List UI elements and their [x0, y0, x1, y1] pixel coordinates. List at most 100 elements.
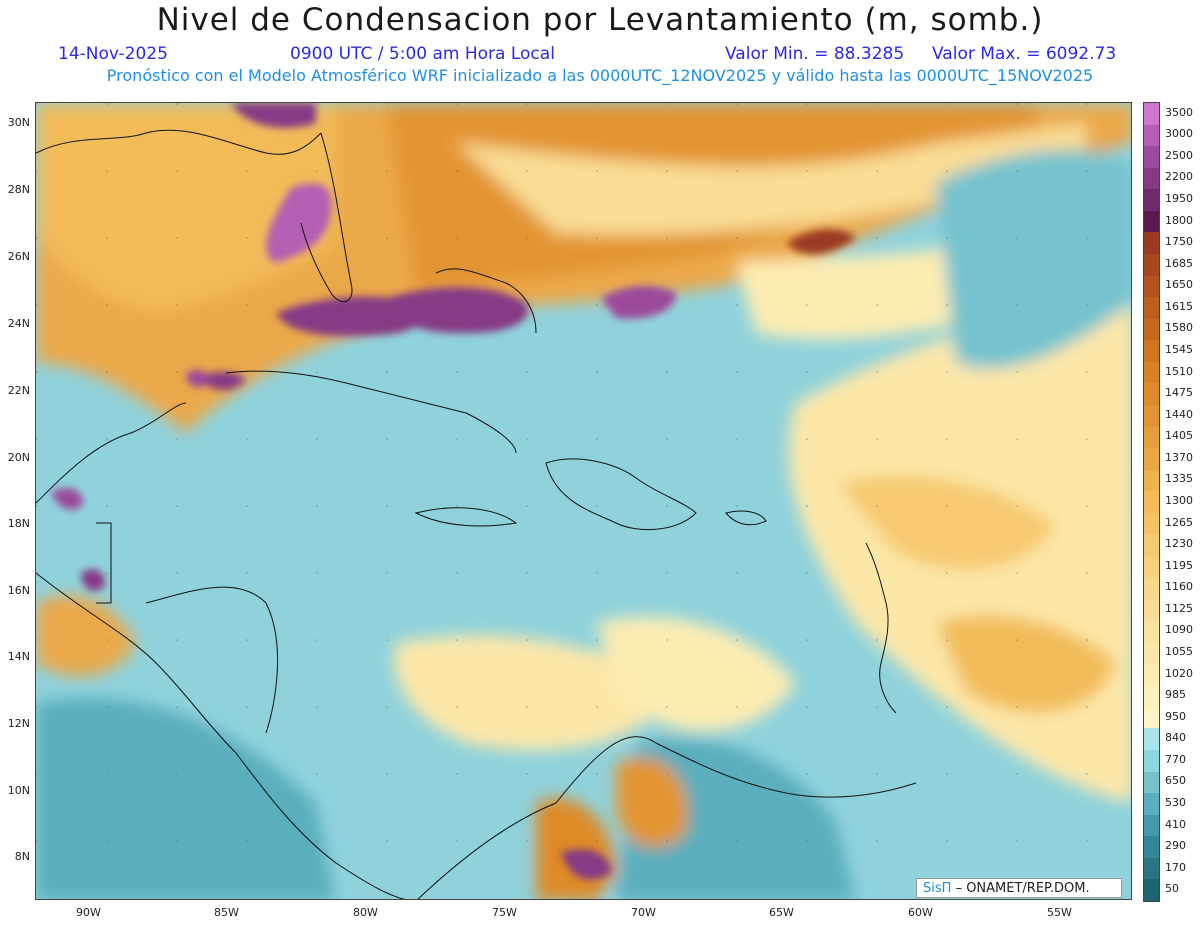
lat-label-8n: 8N	[14, 850, 30, 863]
colorbar-label: 2500	[1165, 148, 1193, 162]
colorbar-segment	[1144, 491, 1159, 514]
lon-label-70w: 70W	[631, 906, 656, 919]
colorbar-segment	[1144, 599, 1159, 622]
colorbar-label: 1685	[1165, 256, 1193, 270]
colorbar-segment	[1144, 253, 1159, 277]
colorbar-label: 410	[1165, 817, 1186, 831]
lon-label-55w: 55W	[1047, 906, 1072, 919]
credit-box: SisΠ – ONAMET/REP.DOM.	[916, 878, 1122, 898]
lat-label-28n: 28N	[7, 183, 30, 196]
colorbar-segment	[1144, 555, 1159, 578]
colorbar-segment	[1144, 836, 1159, 859]
value-max: Valor Max. = 6092.73	[932, 44, 1117, 64]
colorbar-label: 770	[1165, 752, 1186, 766]
colorbar-segment	[1144, 750, 1159, 773]
map-title: Nivel de Condensacion por Levantamiento …	[156, 2, 1044, 38]
colorbar-label: 1195	[1165, 558, 1193, 572]
colorbar-label: 1090	[1165, 623, 1193, 637]
colorbar-label: 1020	[1165, 666, 1193, 680]
colorbar-segment	[1144, 146, 1159, 169]
colorbar-label: 1160	[1165, 580, 1193, 594]
colorbar-segment	[1144, 620, 1159, 643]
colorbar-label: 1615	[1165, 299, 1193, 313]
colorbar-segment	[1144, 814, 1159, 837]
colorbar-label: 170	[1165, 860, 1186, 874]
lat-label-22n: 22N	[7, 384, 30, 397]
colorbar-segment	[1144, 426, 1159, 449]
colorbar-label: 1545	[1165, 343, 1193, 357]
colorbar-segment	[1144, 448, 1159, 471]
colorbar-segment	[1144, 879, 1159, 902]
colorbar-segment	[1144, 534, 1159, 557]
lon-label-60w: 60W	[908, 906, 933, 919]
colorbar-label: 985	[1165, 688, 1186, 702]
lat-label-30n: 30N	[7, 116, 30, 129]
colorbar-label: 1125	[1165, 601, 1193, 615]
colorbar-segment	[1144, 577, 1159, 600]
colorbar-segment	[1144, 663, 1159, 686]
lon-label-90w: 90W	[76, 906, 101, 919]
colorbar-segment	[1144, 469, 1159, 492]
lat-label-20n: 20N	[7, 451, 30, 464]
colorbar-segment	[1144, 318, 1159, 341]
colorbar-segment	[1144, 383, 1159, 406]
colorbar-segment	[1144, 404, 1159, 427]
colorbar-label: 1405	[1165, 429, 1193, 443]
colorbar-label: 1800	[1165, 213, 1193, 227]
lcl-field	[36, 103, 1131, 899]
colorbar-label: 650	[1165, 774, 1186, 788]
credit-text: – ONAMET/REP.DOM.	[955, 881, 1090, 896]
model-info: Pronóstico con el Modelo Atmosférico WRF…	[106, 66, 1094, 85]
value-min: Valor Min. = 88.3285	[725, 44, 905, 64]
colorbar-segment	[1144, 232, 1159, 255]
colorbar-label: 1440	[1165, 407, 1193, 421]
lat-label-16n: 16N	[7, 584, 30, 597]
colorbar-label: 1055	[1165, 644, 1193, 658]
colorbar-segment	[1144, 210, 1159, 233]
colorbar-label: 1510	[1165, 364, 1193, 378]
forecast-time: 0900 UTC / 5:00 am Hora Local	[290, 44, 555, 64]
colorbar-label: 530	[1165, 795, 1186, 809]
lat-label-10n: 10N	[7, 784, 30, 797]
map-panel	[35, 102, 1132, 900]
colorbar-segment	[1144, 189, 1159, 212]
lon-label-65w: 65W	[769, 906, 794, 919]
colorbar-segment	[1144, 793, 1159, 816]
colorbar-label: 840	[1165, 731, 1186, 745]
colorbar-label: 3500	[1165, 105, 1193, 119]
colorbar-segment	[1144, 167, 1159, 190]
colorbar-segment	[1144, 340, 1159, 363]
colorbar-segment	[1144, 124, 1159, 147]
colorbar-label: 2200	[1165, 170, 1193, 184]
lon-label-85w: 85W	[214, 906, 239, 919]
colorbar-segment	[1144, 771, 1159, 794]
lat-label-18n: 18N	[7, 517, 30, 530]
colorbar-label: 1230	[1165, 537, 1193, 551]
colorbar-segment	[1144, 706, 1159, 729]
colorbar-segment	[1144, 728, 1159, 751]
forecast-date: 14-Nov-2025	[58, 44, 168, 64]
colorbar-label: 1265	[1165, 515, 1193, 529]
colorbar-label: 1370	[1165, 450, 1193, 464]
lat-label-24n: 24N	[7, 317, 30, 330]
lon-label-80w: 80W	[353, 906, 378, 919]
colorbar-segment	[1144, 361, 1159, 384]
sispi-logo: SisΠ	[923, 881, 952, 896]
colorbar-label: 1750	[1165, 235, 1193, 249]
colorbar-label: 1475	[1165, 386, 1193, 400]
lat-label-14n: 14N	[7, 650, 30, 663]
colorbar-segment	[1144, 642, 1159, 665]
colorbar-label: 1335	[1165, 472, 1193, 486]
colorbar-segment	[1144, 297, 1159, 320]
colorbar-label: 290	[1165, 839, 1186, 853]
colorbar-label: 950	[1165, 709, 1186, 723]
lon-label-75w: 75W	[492, 906, 517, 919]
colorbar-segment	[1144, 857, 1159, 880]
colorbar-label: 3000	[1165, 127, 1193, 141]
lat-label-12n: 12N	[7, 717, 30, 730]
colorbar-segment	[1144, 685, 1159, 708]
colorbar-segment	[1144, 512, 1159, 535]
lat-label-26n: 26N	[7, 250, 30, 263]
colorbar-segment	[1144, 103, 1159, 126]
colorbar	[1143, 102, 1160, 902]
